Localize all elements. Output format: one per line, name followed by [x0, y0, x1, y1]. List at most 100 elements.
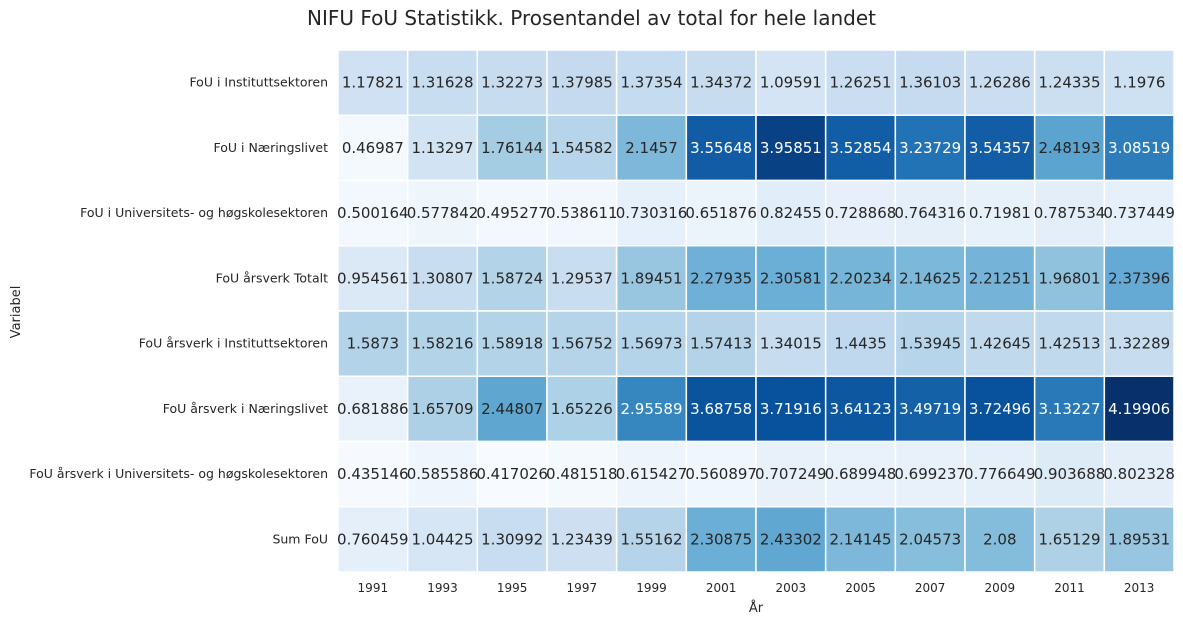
heatmap-cell-value: 1.58724	[481, 269, 543, 287]
heatmap-cell-value: 0.760459	[337, 530, 409, 548]
heatmap-cell-value: 2.37396	[1108, 269, 1170, 287]
chart-title: NIFU FoU Statistikk. Prosentandel av tot…	[306, 6, 876, 30]
heatmap-cell-value: 0.787534	[1034, 204, 1106, 222]
heatmap-cell-value: 0.689948	[825, 465, 897, 483]
heatmap-cell-value: 3.72496	[969, 400, 1031, 418]
heatmap-cell-value: 0.737449	[1103, 204, 1175, 222]
heatmap-cell	[964, 114, 1036, 182]
heatmap-cell	[615, 506, 688, 573]
heatmap-cell	[337, 179, 409, 247]
heatmap-cell	[685, 179, 757, 247]
heatmap-cell-value: 1.58216	[411, 335, 473, 353]
heatmap-cell	[824, 49, 897, 116]
heatmap-cell-value: 0.651876	[685, 204, 757, 222]
heatmap-cell-value: 2.1457	[625, 139, 678, 157]
heatmap-cell	[755, 310, 827, 377]
heatmap-cell-value: 0.82455	[760, 204, 822, 222]
heatmap-cell-value: 1.58918	[481, 335, 543, 353]
heatmap-cell-value: 2.48193	[1038, 139, 1100, 157]
heatmap-cell	[894, 440, 966, 508]
heatmap-cell	[964, 440, 1036, 508]
heatmap-cell-value: 0.764316	[894, 204, 966, 222]
heatmap-cell	[406, 310, 479, 377]
heatmap-cell	[824, 440, 897, 508]
y-axis-tick-label: FoU årsverk i Instituttsektoren	[139, 336, 328, 351]
heatmap-cell-value: 1.17821	[342, 74, 404, 92]
heatmap-cell	[546, 375, 618, 443]
heatmap-cell-value: 1.04425	[411, 530, 473, 548]
heatmap-cell	[1103, 310, 1175, 377]
heatmap-cell-value: 1.29537	[551, 269, 613, 287]
heatmap-cell-value: 1.24335	[1038, 74, 1100, 92]
heatmap-cell	[476, 245, 548, 312]
heatmap-cell-value: 3.71916	[760, 400, 822, 418]
heatmap-cell	[406, 114, 479, 182]
heatmap-cell-value: 0.417026	[476, 465, 548, 483]
x-axis-tick-label: 1991	[358, 581, 389, 595]
y-axis-tick-label: FoU i Næringslivet	[213, 140, 328, 155]
heatmap-cell-value: 1.96801	[1038, 269, 1100, 287]
heatmap-cell	[406, 506, 479, 573]
heatmap-cell	[476, 506, 548, 573]
heatmap-cell-value: 0.435146	[337, 465, 409, 483]
heatmap-cell	[1103, 179, 1175, 247]
y-axis-tick-label: Sum FoU	[272, 531, 328, 546]
heatmap-cell-value: 1.89531	[1108, 530, 1170, 548]
heatmap-cell	[685, 440, 757, 508]
heatmap-cell	[685, 114, 757, 182]
heatmap-cell-value: 0.954561	[337, 269, 409, 287]
heatmap-cell-value: 2.21251	[969, 269, 1031, 287]
heatmap-cell	[337, 310, 409, 377]
heatmap-cell	[406, 375, 479, 443]
heatmap-cell-value: 3.08519	[1108, 139, 1170, 157]
heatmap-cell-value: 0.615427	[616, 465, 688, 483]
heatmap-cell-value: 1.31628	[411, 74, 473, 92]
heatmap-cell-value: 1.65709	[411, 400, 473, 418]
heatmap-cell	[406, 245, 479, 312]
heatmap-cell-value: 0.500164	[337, 204, 409, 222]
heatmap-cell-value: 1.65129	[1038, 530, 1100, 548]
heatmap-cell-value: 1.54582	[551, 139, 613, 157]
x-axis-tick-label: 2005	[845, 581, 876, 595]
x-axis-tick-label: 1995	[497, 581, 528, 595]
heatmap-cell-value: 0.802328	[1103, 465, 1175, 483]
heatmap-cell-value: 0.560897	[685, 465, 757, 483]
heatmap-cell	[406, 49, 479, 116]
heatmap-cell	[476, 375, 548, 443]
y-axis-title: Variabel	[9, 286, 24, 339]
heatmap-cell-value: 1.5873	[347, 335, 400, 353]
heatmap-cell	[824, 375, 897, 443]
heatmap-cell-value: 1.32273	[481, 74, 543, 92]
heatmap-cell-value: 2.30581	[760, 269, 822, 287]
x-axis-tick-label: 2003	[776, 581, 807, 595]
heatmap-cell-value: 1.23439	[551, 530, 613, 548]
heatmap-cell	[546, 310, 618, 377]
heatmap-cell-value: 1.76144	[481, 139, 543, 157]
y-axis-tick-label: FoU i Instituttsektoren	[189, 75, 328, 90]
heatmap-cell	[824, 506, 897, 573]
heatmap-cell-value: 1.89451	[620, 269, 682, 287]
heatmap-cell-value: 1.09591	[760, 74, 822, 92]
heatmap-cell-value: 1.42513	[1038, 335, 1100, 353]
heatmap-cell-value: 1.32289	[1108, 335, 1170, 353]
heatmap-cell-value: 1.55162	[620, 530, 682, 548]
heatmap-cell	[1103, 506, 1175, 573]
heatmap-cell	[337, 506, 409, 573]
heatmap-cell-value: 0.585586	[407, 465, 479, 483]
heatmap-cell-value: 1.30992	[481, 530, 543, 548]
heatmap-cell-value: 2.44807	[481, 400, 543, 418]
heatmap-cell-value: 0.481518	[546, 465, 618, 483]
heatmap-cell	[894, 245, 966, 312]
heatmap-cell	[615, 114, 688, 182]
y-axis-tick-label: FoU årsverk i Næringslivet	[163, 401, 328, 416]
heatmap-cell-value: 0.46987	[342, 139, 404, 157]
heatmap-cell-value: 1.53945	[899, 335, 961, 353]
x-axis-tick-label: 2013	[1124, 581, 1155, 595]
heatmap-cell-value: 1.56752	[551, 335, 613, 353]
heatmap-cell-value: 2.14145	[829, 530, 891, 548]
x-axis-tick-label: 1999	[636, 581, 667, 595]
heatmap-cell-value: 0.728868	[825, 204, 897, 222]
heatmap-cell-value: 3.55648	[690, 139, 752, 157]
heatmap-cell-value: 0.903688	[1034, 465, 1106, 483]
